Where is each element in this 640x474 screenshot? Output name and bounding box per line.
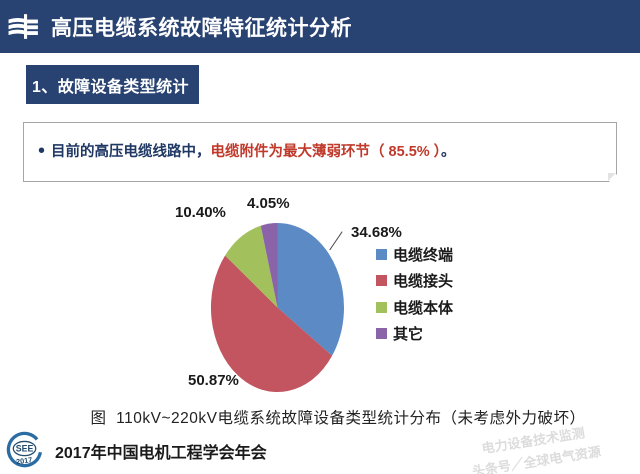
svg-text:SEE: SEE (16, 443, 34, 453)
